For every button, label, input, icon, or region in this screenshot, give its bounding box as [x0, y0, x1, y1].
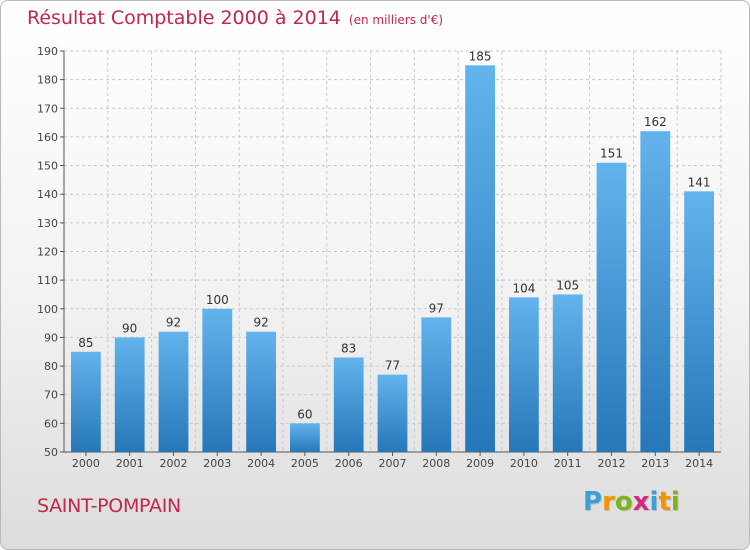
- logo-letter: o: [614, 487, 633, 517]
- y-tick-label: 110: [37, 274, 58, 287]
- y-tick-label: 50: [44, 446, 58, 459]
- logo-letter: r: [602, 487, 615, 517]
- y-tick-label: 140: [37, 188, 58, 201]
- data-label: 92: [166, 316, 181, 330]
- x-tick-label: 2000: [72, 457, 100, 470]
- x-tick-label: 2006: [335, 457, 363, 470]
- x-tick-label: 2004: [247, 457, 275, 470]
- chart-unit: (en milliers d'€): [348, 13, 444, 27]
- x-tick-label: 2009: [466, 457, 494, 470]
- bar: [421, 317, 452, 452]
- bar: [290, 423, 320, 452]
- bar: [71, 351, 101, 452]
- y-tick-label: 70: [44, 389, 58, 402]
- data-label: 104: [512, 281, 535, 295]
- x-tick-label: 2010: [510, 457, 538, 470]
- data-label: 105: [556, 278, 579, 292]
- commune-name: SAINT-POMPAIN: [37, 495, 181, 517]
- bar: [333, 357, 364, 452]
- data-label: 77: [385, 359, 400, 373]
- x-tick-label: 2007: [379, 457, 407, 470]
- data-label: 162: [644, 115, 667, 129]
- data-label: 90: [122, 321, 137, 335]
- bar: [114, 337, 145, 452]
- x-tick-label: 2012: [598, 457, 626, 470]
- x-tick-label: 2002: [160, 457, 188, 470]
- data-label: 141: [688, 175, 711, 189]
- chart-title: Résultat Comptable 2000 à 2014 (en millie…: [27, 7, 443, 29]
- y-tick-label: 90: [44, 331, 58, 344]
- y-tick-label: 180: [37, 74, 58, 87]
- bar: [684, 191, 714, 452]
- bar: [465, 65, 495, 453]
- data-label: 151: [600, 147, 623, 161]
- bar: [509, 297, 539, 452]
- y-tick-label: 100: [37, 303, 58, 316]
- chart-title-text: Résultat Comptable 2000 à 2014: [27, 7, 341, 29]
- data-label: 85: [78, 336, 93, 350]
- proxiti-logo: Proxiti: [583, 487, 680, 517]
- bar: [640, 131, 671, 452]
- bar: [377, 374, 408, 452]
- y-tick-label: 120: [37, 246, 58, 259]
- labels: 50 60 70 80 90 100 110 120 130 140 150 160 170 180 190…: [37, 45, 713, 470]
- logo-letter: i: [649, 487, 659, 517]
- y-tick-label: 80: [44, 360, 58, 373]
- logo-letter: P: [583, 487, 603, 517]
- y-tick-label: 130: [37, 217, 58, 230]
- data-label: 97: [429, 301, 444, 315]
- data-label: 83: [341, 341, 356, 355]
- x-tick-label: 2005: [291, 457, 319, 470]
- x-tick-label: 2001: [116, 457, 144, 470]
- bar: [246, 331, 276, 452]
- bar: [202, 308, 233, 452]
- x-tick-label: 2008: [422, 457, 450, 470]
- x-tick-label: 2011: [554, 457, 582, 470]
- y-tick-label: 160: [37, 131, 58, 144]
- bars: [71, 65, 714, 453]
- bar: [158, 331, 189, 452]
- y-tick-label: 190: [37, 45, 58, 58]
- logo-letter: i: [670, 487, 680, 517]
- y-tick-label: 150: [37, 160, 58, 173]
- x-tick-label: 2003: [203, 457, 231, 470]
- data-label: 100: [206, 293, 229, 307]
- logo-letter: t: [658, 487, 671, 517]
- x-tick-label: 2013: [641, 457, 669, 470]
- y-tick-label: 170: [37, 102, 58, 115]
- y-tick-label: 60: [44, 417, 58, 430]
- data-label: 60: [297, 407, 312, 421]
- bar: [552, 294, 583, 452]
- bar: [596, 162, 627, 452]
- x-tick-label: 2014: [685, 457, 713, 470]
- data-label: 92: [253, 316, 268, 330]
- logo-letter: x: [632, 487, 650, 517]
- data-label: 185: [469, 49, 492, 63]
